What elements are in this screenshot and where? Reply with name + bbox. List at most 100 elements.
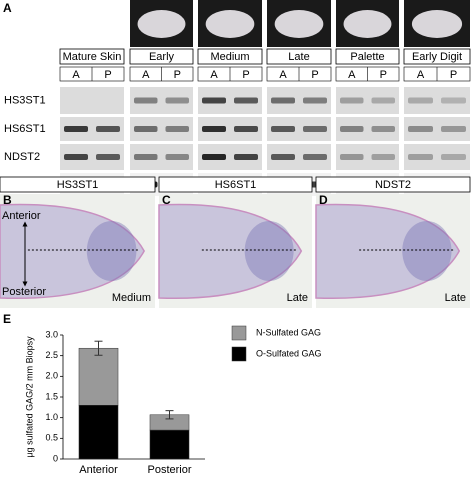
lane-label: A	[348, 69, 356, 81]
annotation: Posterior	[2, 286, 46, 298]
gel-band	[64, 154, 88, 160]
error-bar	[94, 340, 103, 356]
gel-band	[165, 126, 189, 132]
stage-header: Early Digit	[412, 51, 462, 63]
gel-band	[234, 154, 258, 160]
panel-header-box	[0, 176, 156, 193]
y-tick-label: 0	[53, 453, 58, 463]
stage-header-box	[335, 48, 400, 65]
gel-band	[303, 126, 327, 132]
lane-label: A	[142, 69, 150, 81]
gel-band	[441, 126, 466, 132]
gene-label: NDST2	[4, 151, 40, 163]
gel-background	[336, 117, 399, 141]
y-tick-label: 2.5	[45, 350, 58, 360]
panel-header: NDST2	[375, 179, 411, 191]
lane-label: A	[72, 69, 80, 81]
gel-band	[202, 97, 226, 104]
tissue	[315, 203, 461, 300]
stage-annotation: Late	[287, 292, 308, 304]
gel-band	[96, 154, 120, 160]
gel-band	[202, 154, 226, 160]
legend-swatch	[231, 346, 247, 362]
stain	[86, 221, 137, 281]
gel-band	[303, 154, 327, 160]
y-axis-label: μg sulfated GAG/2 mm Biopsy	[24, 336, 34, 458]
panel-label: A	[3, 1, 12, 15]
panel-header-box	[158, 176, 313, 193]
gel-background	[336, 87, 399, 114]
y-tick-label: 1.0	[45, 412, 58, 422]
annotation: Anterior	[2, 210, 41, 222]
gel-band	[134, 154, 158, 160]
gel-band	[234, 97, 258, 104]
legend-label: O-Sulfated GAG	[256, 348, 322, 358]
stage-header: Medium	[210, 51, 249, 63]
gel-band	[271, 126, 295, 132]
lane-box	[403, 66, 471, 82]
stage-header-box	[197, 48, 263, 65]
gel-band	[441, 154, 466, 160]
bar-segment	[78, 347, 119, 406]
legend-label: N-Sulfated GAG	[256, 327, 321, 337]
gel-band	[408, 97, 433, 104]
stage-annotation: Late	[445, 292, 466, 304]
gel-band	[234, 126, 258, 132]
gel-band	[134, 97, 158, 104]
embryo-photo	[205, 10, 255, 38]
gel-background	[60, 87, 124, 114]
stage-annotation: Medium	[112, 292, 151, 304]
lane-label: P	[380, 69, 387, 81]
gene-label: HS3ST1	[4, 94, 46, 106]
gel-band	[340, 154, 364, 160]
gel-band	[271, 154, 295, 160]
gel-band	[340, 97, 364, 104]
bar-segment	[78, 405, 119, 460]
panel-header: HS6ST1	[215, 179, 257, 191]
gel-band	[371, 97, 395, 104]
lane-box	[266, 66, 332, 82]
stage-header-box	[403, 48, 471, 65]
gel-band	[64, 126, 88, 132]
tissue	[158, 203, 303, 300]
gel-band	[303, 97, 327, 104]
error-bar	[165, 410, 174, 420]
embryo-photo	[411, 10, 463, 38]
lane-label: A	[417, 69, 425, 81]
lane-label: P	[450, 69, 457, 81]
bar-segment	[149, 429, 190, 460]
gel-background	[336, 144, 399, 170]
stage-header: Early	[149, 51, 175, 63]
embryo-photo	[137, 10, 186, 38]
stain	[244, 221, 294, 281]
gel-band	[165, 97, 189, 104]
lane-label: P	[242, 69, 249, 81]
lane-label: A	[210, 69, 218, 81]
panel-label: C	[162, 193, 171, 207]
stain	[402, 221, 452, 281]
lane-label: P	[311, 69, 318, 81]
stage-header-box	[266, 48, 332, 65]
gel-band	[371, 154, 395, 160]
gel-band	[202, 126, 226, 132]
gel-band	[96, 126, 120, 132]
gene-label: HS6ST1	[4, 123, 46, 135]
embryo-photo	[343, 10, 392, 38]
panel-label: E	[3, 312, 11, 326]
stage-header: Palette	[350, 51, 384, 63]
stage-header-box	[129, 48, 194, 65]
lane-box	[59, 66, 125, 82]
lane-label: A	[279, 69, 287, 81]
gel-background	[130, 87, 193, 114]
stage-header: Mature Skin	[63, 51, 122, 63]
embryo-photo	[274, 10, 324, 38]
gel-band	[165, 154, 189, 160]
gel-band	[408, 126, 433, 132]
lane-box	[335, 66, 400, 82]
gel-background	[404, 117, 470, 141]
panel-header: HS3ST1	[57, 179, 99, 191]
stage-header: Late	[288, 51, 309, 63]
y-tick-label: 1.5	[45, 391, 58, 401]
panel-header-box	[315, 176, 471, 193]
